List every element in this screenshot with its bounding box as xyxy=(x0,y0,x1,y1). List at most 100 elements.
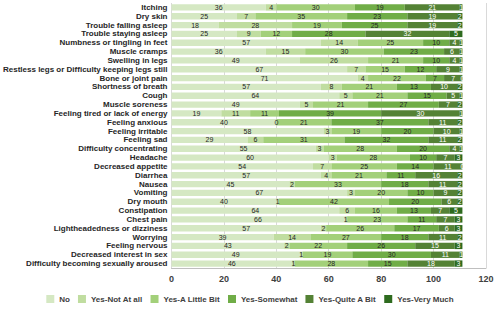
svg-text:5: 5 xyxy=(451,92,455,99)
svg-text:6: 6 xyxy=(445,225,449,232)
svg-text:Dry mouth: Dry mouth xyxy=(127,197,167,206)
svg-text:25: 25 xyxy=(200,30,208,37)
svg-text:13: 13 xyxy=(410,83,418,90)
svg-text:7: 7 xyxy=(354,66,358,73)
svg-text:27: 27 xyxy=(342,234,350,241)
svg-text:22: 22 xyxy=(393,75,401,82)
svg-text:22: 22 xyxy=(314,242,322,249)
svg-text:5: 5 xyxy=(454,30,458,37)
svg-text:21: 21 xyxy=(355,172,363,179)
svg-text:39: 39 xyxy=(326,110,334,117)
svg-text:Diarrhea: Diarrhea xyxy=(135,171,168,180)
svg-text:35: 35 xyxy=(297,13,305,20)
svg-text:2: 2 xyxy=(458,83,462,90)
svg-text:Lightheadedness or dizziness: Lightheadedness or dizziness xyxy=(54,224,168,233)
svg-text:12: 12 xyxy=(417,66,425,73)
svg-text:2: 2 xyxy=(458,101,462,108)
svg-text:2: 2 xyxy=(458,172,462,179)
svg-text:10: 10 xyxy=(443,128,451,135)
svg-text:Yes-Quite A Bit: Yes-Quite A Bit xyxy=(318,295,376,304)
svg-text:7: 7 xyxy=(433,75,437,82)
svg-text:57: 57 xyxy=(242,39,250,46)
svg-text:2: 2 xyxy=(290,181,294,188)
svg-text:33: 33 xyxy=(334,181,342,188)
svg-text:9: 9 xyxy=(443,189,447,196)
svg-text:19: 19 xyxy=(313,22,321,29)
svg-text:Trouble falling asleep: Trouble falling asleep xyxy=(86,21,168,30)
svg-text:67: 67 xyxy=(255,189,263,196)
svg-text:32: 32 xyxy=(403,30,411,37)
svg-text:7: 7 xyxy=(443,216,447,223)
svg-text:1: 1 xyxy=(344,216,348,223)
svg-text:Dry skin: Dry skin xyxy=(136,12,168,21)
svg-text:28: 28 xyxy=(327,260,335,267)
svg-text:13: 13 xyxy=(410,207,418,214)
svg-text:3: 3 xyxy=(457,260,461,267)
svg-text:Nausea: Nausea xyxy=(139,180,168,189)
svg-text:Swelling in legs: Swelling in legs xyxy=(107,56,168,65)
svg-text:4: 4 xyxy=(361,75,365,82)
svg-text:37: 37 xyxy=(376,119,384,126)
svg-text:20: 20 xyxy=(411,198,419,205)
svg-text:3: 3 xyxy=(457,154,461,161)
svg-text:15: 15 xyxy=(282,48,290,55)
svg-text:Yes-Somewhat: Yes-Somewhat xyxy=(241,295,298,304)
svg-text:46: 46 xyxy=(228,260,236,267)
svg-text:21: 21 xyxy=(300,119,308,126)
svg-text:0: 0 xyxy=(460,163,464,170)
svg-text:Trouble staying asleep: Trouble staying asleep xyxy=(81,29,167,38)
svg-text:57: 57 xyxy=(242,83,250,90)
svg-text:9: 9 xyxy=(446,66,450,73)
svg-text:11: 11 xyxy=(442,251,449,258)
svg-text:120: 120 xyxy=(478,274,493,284)
svg-text:Feeling sad: Feeling sad xyxy=(123,135,167,144)
svg-text:31: 31 xyxy=(300,136,308,143)
svg-text:7: 7 xyxy=(320,163,324,170)
svg-text:2: 2 xyxy=(458,234,462,241)
svg-text:Worrying: Worrying xyxy=(133,233,168,242)
svg-text:1: 1 xyxy=(459,39,463,46)
svg-text:21: 21 xyxy=(376,92,384,99)
svg-text:Cough: Cough xyxy=(142,91,167,100)
svg-text:Decreased interest in sex: Decreased interest in sex xyxy=(71,250,168,259)
svg-text:40: 40 xyxy=(220,198,228,205)
svg-text:10: 10 xyxy=(432,57,440,64)
svg-text:2: 2 xyxy=(458,181,462,188)
svg-text:2: 2 xyxy=(458,119,462,126)
svg-text:19: 19 xyxy=(352,128,360,135)
svg-text:28: 28 xyxy=(369,154,377,161)
svg-text:66: 66 xyxy=(254,216,262,223)
svg-text:4: 4 xyxy=(269,4,273,11)
svg-text:49: 49 xyxy=(232,101,240,108)
svg-text:40: 40 xyxy=(220,119,228,126)
svg-text:42: 42 xyxy=(330,198,338,205)
svg-text:11: 11 xyxy=(439,136,446,143)
svg-text:0: 0 xyxy=(274,119,278,126)
svg-text:18: 18 xyxy=(191,22,199,29)
svg-text:Feeling irritable: Feeling irritable xyxy=(108,127,168,136)
svg-text:1: 1 xyxy=(459,92,463,99)
svg-text:55: 55 xyxy=(240,145,248,152)
svg-text:15: 15 xyxy=(381,66,389,73)
svg-text:3: 3 xyxy=(457,225,461,232)
svg-text:Numbness or tingling in feet: Numbness or tingling in feet xyxy=(59,38,167,47)
svg-text:Bone or joint pain: Bone or joint pain xyxy=(99,74,167,83)
svg-text:2: 2 xyxy=(322,225,326,232)
svg-text:39: 39 xyxy=(219,234,227,241)
svg-text:43: 43 xyxy=(224,242,232,249)
svg-text:100: 100 xyxy=(426,274,441,284)
svg-text:6: 6 xyxy=(450,48,454,55)
svg-text:19: 19 xyxy=(192,110,200,117)
svg-text:11: 11 xyxy=(232,110,239,117)
svg-text:49: 49 xyxy=(232,251,240,258)
svg-text:3: 3 xyxy=(325,128,329,135)
svg-text:2: 2 xyxy=(458,198,462,205)
svg-text:12: 12 xyxy=(272,30,280,37)
svg-text:1: 1 xyxy=(459,128,463,135)
svg-text:3: 3 xyxy=(349,189,353,196)
svg-text:18: 18 xyxy=(427,260,435,267)
svg-text:26: 26 xyxy=(330,57,338,64)
svg-text:7: 7 xyxy=(438,207,442,214)
svg-text:Headache: Headache xyxy=(130,153,168,162)
svg-text:2: 2 xyxy=(458,22,462,29)
